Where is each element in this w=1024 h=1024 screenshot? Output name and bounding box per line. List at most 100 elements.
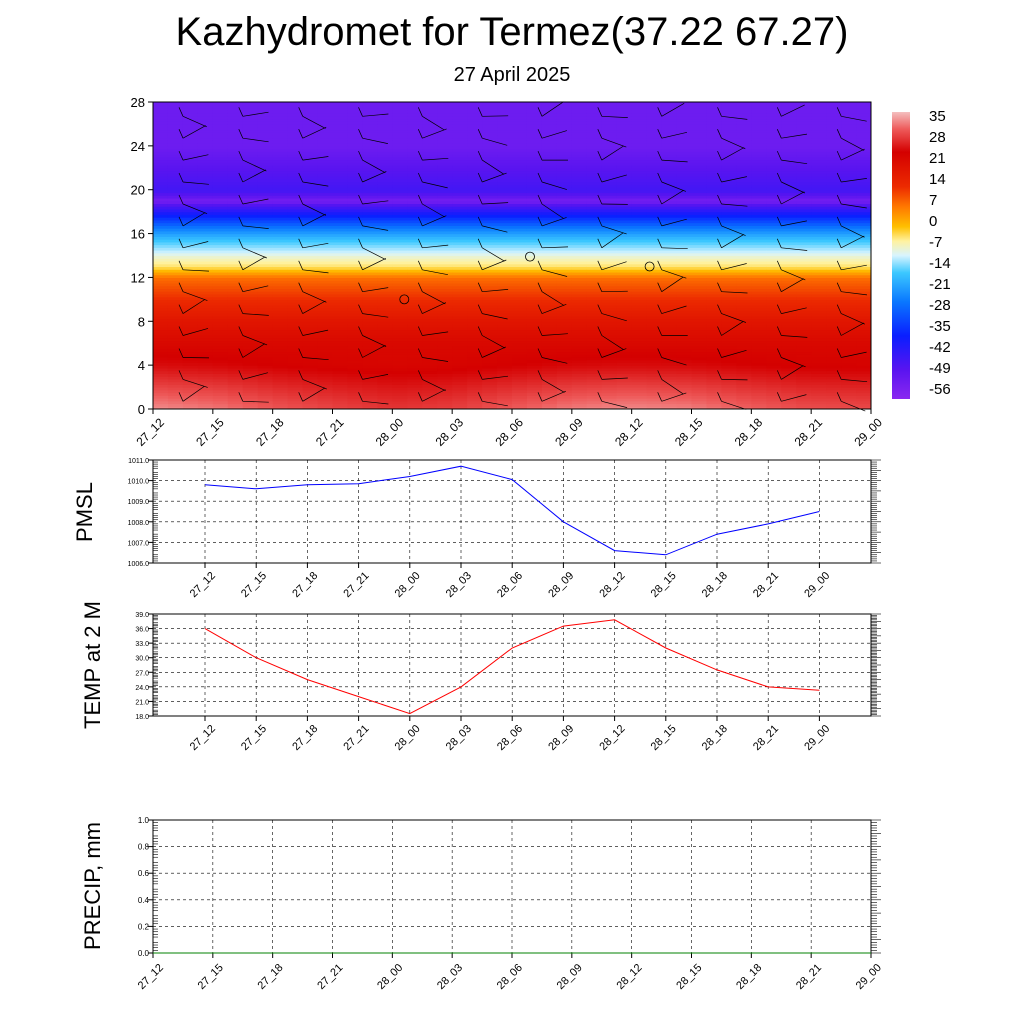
heatmap-cell xyxy=(287,334,304,339)
heatmap-cell xyxy=(721,252,737,257)
heatmap-cell xyxy=(182,184,199,188)
heatmap-cell xyxy=(646,208,663,213)
heatmap-cell xyxy=(407,123,423,128)
heatmap-cell xyxy=(392,258,408,262)
heatmap-cell xyxy=(287,233,304,237)
heatmap-cell xyxy=(586,381,603,385)
heatmap-cell xyxy=(571,134,588,139)
heatmap-cell xyxy=(751,181,767,185)
heatmap-cell xyxy=(153,288,169,292)
heatmap-cell xyxy=(766,162,782,166)
heatmap-cell xyxy=(467,145,483,150)
heatmap-cell xyxy=(407,280,423,284)
heatmap-cell xyxy=(332,219,349,224)
heatmap-cell xyxy=(437,398,453,402)
heatmap-cell xyxy=(257,107,274,111)
heatmap-cell xyxy=(706,403,723,407)
heatmap-cell xyxy=(242,222,259,226)
heatmap-cell xyxy=(407,110,423,114)
heatmap-cell xyxy=(721,282,737,287)
heatmap-cell xyxy=(676,176,693,180)
heatmap-cell xyxy=(167,222,184,226)
heatmap-cell xyxy=(601,260,618,265)
heatmap-cell xyxy=(302,148,319,152)
heatmap-cell xyxy=(661,384,678,388)
heatmap-cell xyxy=(242,143,259,147)
heatmap-cell xyxy=(227,389,244,394)
heatmap-cell xyxy=(197,291,214,295)
heatmap-cell xyxy=(167,145,184,150)
heatmap-cell xyxy=(362,181,378,185)
heatmap-cell xyxy=(781,148,797,152)
heatmap-cell xyxy=(332,181,349,185)
heatmap-cell xyxy=(586,181,603,185)
heatmap-cell xyxy=(272,296,289,300)
heatmap-cell xyxy=(796,348,812,353)
heatmap-cell xyxy=(646,233,663,237)
heatmap-cell xyxy=(257,329,274,333)
heatmap-cell xyxy=(497,102,513,106)
heatmap-cell xyxy=(751,154,767,158)
heatmap-cell xyxy=(257,271,274,276)
heatmap-cell xyxy=(422,266,438,270)
heatmap-cell xyxy=(541,134,558,139)
heatmap-cell xyxy=(272,189,289,194)
heatmap-cell xyxy=(332,269,349,273)
heatmap-cell xyxy=(227,230,244,235)
heatmap-cell xyxy=(526,403,543,407)
heatmap-cell xyxy=(272,195,289,199)
heatmap-cell xyxy=(706,378,723,383)
heatmap-cell xyxy=(227,134,244,139)
heatmap-cell xyxy=(407,315,423,320)
heatmap-cell xyxy=(332,321,349,325)
heatmap-cell xyxy=(272,250,289,254)
heatmap-cell xyxy=(571,225,588,229)
heatmap-cell xyxy=(676,110,693,114)
heatmap-cell xyxy=(332,102,349,106)
heatmap-cell xyxy=(227,151,244,155)
chart-title: Kazhydromet for Termez(37.22 67.27) xyxy=(175,10,849,54)
heatmap-cell xyxy=(631,337,648,342)
heatmap-cell xyxy=(317,277,334,281)
heatmap-cell xyxy=(781,258,797,262)
heatmap-cell xyxy=(646,192,663,196)
heatmap-cell xyxy=(347,217,364,221)
heatmap-cell xyxy=(751,137,767,141)
heatmap-cell xyxy=(422,214,438,218)
heatmap-cell xyxy=(287,373,304,377)
heatmap-cell xyxy=(676,398,693,402)
heatmap-cell xyxy=(437,165,453,169)
heatmap-cell xyxy=(272,228,289,232)
heatmap-cell xyxy=(541,334,558,339)
heatmap-cell xyxy=(182,381,199,385)
heatmap-cell xyxy=(377,173,393,177)
heatmap-cell xyxy=(497,260,513,265)
heatmap-cell xyxy=(766,154,782,158)
heatmap-cell xyxy=(721,181,737,185)
heatmap-cell xyxy=(422,313,438,317)
heatmap-cell xyxy=(571,351,588,355)
heatmap-cell xyxy=(302,140,319,144)
heatmap-cell xyxy=(347,280,364,284)
heatmap-cell xyxy=(437,288,453,292)
heatmap-cell xyxy=(691,354,708,358)
heatmap-cell xyxy=(721,208,737,213)
heatmap-cell xyxy=(497,225,513,229)
heatmap-cell xyxy=(706,351,723,355)
heatmap-cell xyxy=(317,189,334,194)
heatmap-cell xyxy=(242,343,259,347)
heatmap-cell xyxy=(392,208,408,213)
heatmap-cell xyxy=(691,137,708,141)
heatmap-cell xyxy=(541,189,558,194)
heatmap-cell xyxy=(691,387,708,391)
heatmap-cell xyxy=(302,384,319,388)
heatmap-cell xyxy=(676,137,693,141)
heatmap-cell xyxy=(781,151,797,155)
heatmap-cell xyxy=(751,282,767,287)
heatmap-cell xyxy=(706,219,723,224)
heatmap-cell xyxy=(227,263,244,268)
heatmap-cell xyxy=(287,293,304,298)
heatmap-cell xyxy=(796,176,812,180)
heatmap-cell xyxy=(407,373,423,377)
heatmap-cell xyxy=(242,170,259,174)
